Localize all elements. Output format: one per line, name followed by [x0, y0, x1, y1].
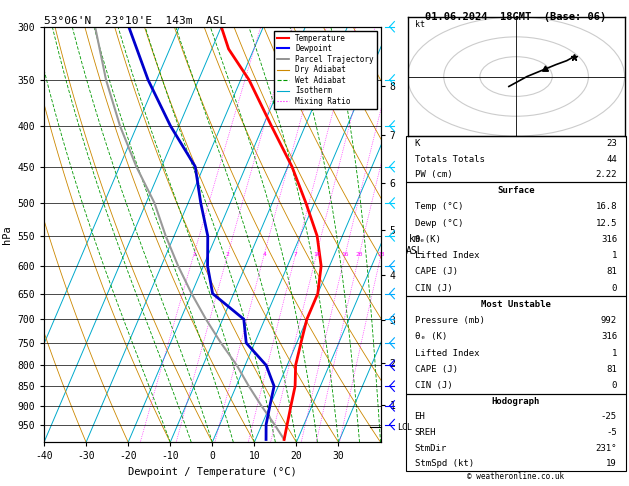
- Text: 16.8: 16.8: [596, 202, 617, 211]
- Text: StmSpd (kt): StmSpd (kt): [415, 459, 474, 468]
- Text: 4: 4: [262, 252, 266, 257]
- Text: CAPE (J): CAPE (J): [415, 365, 457, 374]
- Text: 316: 316: [601, 235, 617, 244]
- Text: EH: EH: [415, 413, 425, 421]
- Text: 16: 16: [342, 252, 349, 257]
- Text: 12.5: 12.5: [596, 219, 617, 227]
- Text: StmDir: StmDir: [415, 444, 447, 452]
- Y-axis label: km
ASL: km ASL: [406, 235, 424, 256]
- Text: 7: 7: [294, 252, 298, 257]
- Legend: Temperature, Dewpoint, Parcel Trajectory, Dry Adiabat, Wet Adiabat, Isotherm, Mi: Temperature, Dewpoint, Parcel Trajectory…: [274, 31, 377, 109]
- Text: 10: 10: [313, 252, 320, 257]
- Text: Surface: Surface: [497, 186, 535, 195]
- Text: Temp (°C): Temp (°C): [415, 202, 463, 211]
- Text: 23: 23: [606, 139, 617, 148]
- Text: LCL: LCL: [398, 423, 413, 432]
- Text: 992: 992: [601, 316, 617, 325]
- Text: Pressure (mb): Pressure (mb): [415, 316, 484, 325]
- Text: CAPE (J): CAPE (J): [415, 267, 457, 277]
- Text: 44: 44: [606, 155, 617, 164]
- Text: CIN (J): CIN (J): [415, 284, 452, 293]
- Text: Most Unstable: Most Unstable: [481, 300, 551, 309]
- Text: -5: -5: [606, 428, 617, 437]
- Text: 53°06'N  23°10'E  143m  ASL: 53°06'N 23°10'E 143m ASL: [44, 16, 226, 26]
- Text: Totals Totals: Totals Totals: [415, 155, 484, 164]
- Text: Lifted Index: Lifted Index: [415, 251, 479, 260]
- Text: 20: 20: [355, 252, 363, 257]
- Text: © weatheronline.co.uk: © weatheronline.co.uk: [467, 472, 564, 481]
- Text: 28: 28: [377, 252, 385, 257]
- Text: 231°: 231°: [596, 444, 617, 452]
- Text: kt: kt: [415, 20, 425, 29]
- Text: CIN (J): CIN (J): [415, 381, 452, 390]
- Text: 01.06.2024  18GMT  (Base: 06): 01.06.2024 18GMT (Base: 06): [425, 12, 606, 22]
- Text: 1: 1: [192, 252, 196, 257]
- Text: -25: -25: [601, 413, 617, 421]
- Text: 81: 81: [606, 267, 617, 277]
- Text: Hodograph: Hodograph: [492, 397, 540, 406]
- Text: 0: 0: [611, 284, 617, 293]
- Text: Lifted Index: Lifted Index: [415, 348, 479, 358]
- Text: 2.22: 2.22: [596, 170, 617, 179]
- Text: 19: 19: [606, 459, 617, 468]
- Y-axis label: hPa: hPa: [2, 225, 12, 244]
- Text: PW (cm): PW (cm): [415, 170, 452, 179]
- Text: Dewp (°C): Dewp (°C): [415, 219, 463, 227]
- Text: 1: 1: [611, 251, 617, 260]
- Text: SREH: SREH: [415, 428, 436, 437]
- Text: 0: 0: [611, 381, 617, 390]
- Text: 2: 2: [226, 252, 230, 257]
- Text: θₑ(K): θₑ(K): [415, 235, 442, 244]
- X-axis label: Dewpoint / Temperature (°C): Dewpoint / Temperature (°C): [128, 467, 297, 477]
- Text: 1: 1: [611, 348, 617, 358]
- Text: 316: 316: [601, 332, 617, 342]
- Text: 81: 81: [606, 365, 617, 374]
- Text: K: K: [415, 139, 420, 148]
- Text: θₑ (K): θₑ (K): [415, 332, 447, 342]
